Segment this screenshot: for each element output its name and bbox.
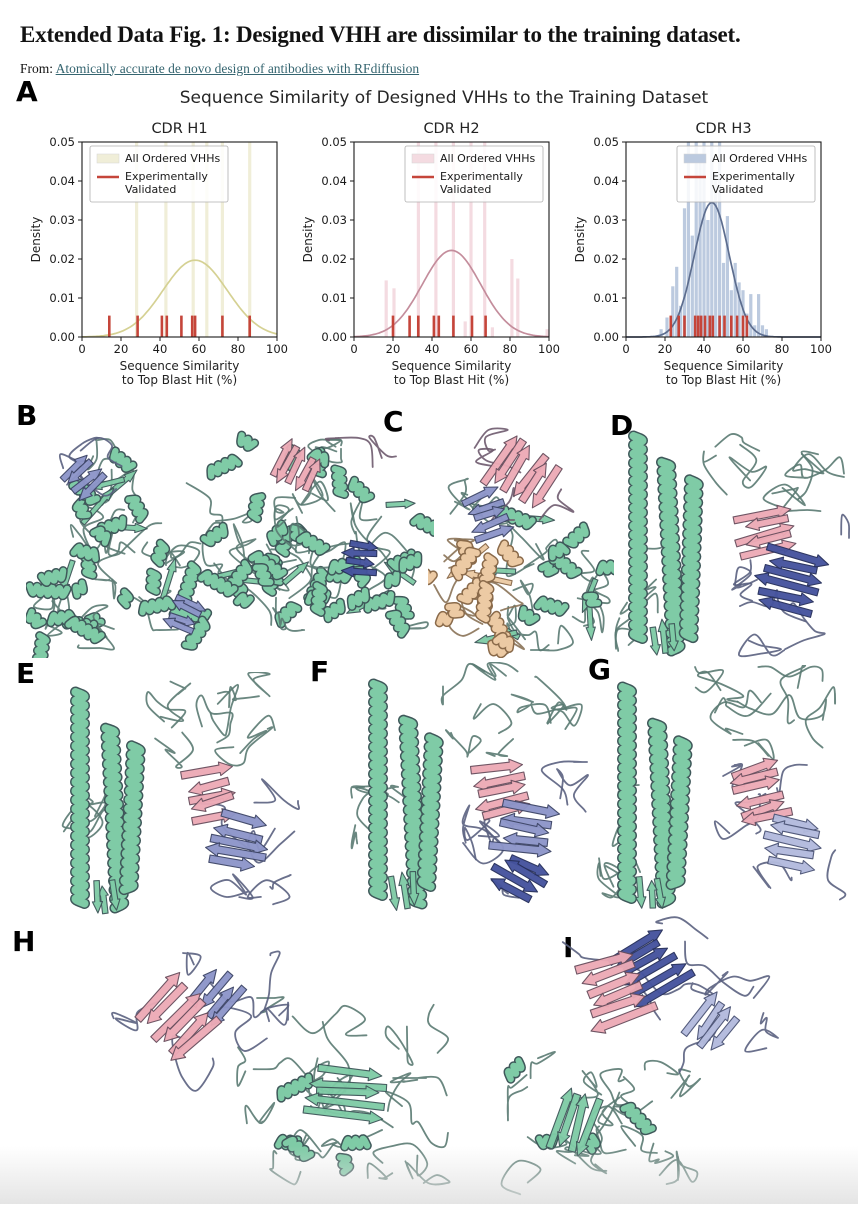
svg-text:100: 100 bbox=[266, 342, 288, 356]
svg-text:0.03: 0.03 bbox=[321, 213, 347, 227]
panel-label-g: G bbox=[588, 653, 611, 686]
structure-panel-d bbox=[614, 420, 854, 667]
svg-text:0.00: 0.00 bbox=[593, 330, 619, 344]
svg-text:60: 60 bbox=[736, 342, 751, 356]
structure-panel-h bbox=[48, 938, 478, 1201]
panel-label-i: I bbox=[563, 931, 574, 964]
panel-label-a: A bbox=[16, 75, 38, 108]
svg-text:Experimentally: Experimentally bbox=[712, 170, 795, 183]
svg-text:60: 60 bbox=[464, 342, 479, 356]
svg-text:Density: Density bbox=[573, 217, 587, 263]
chart-cdr-h3: 0 20 40 60 80 100 0.00 0.01 0.02 0.03 0.04 0.05 CDR … bbox=[570, 118, 846, 396]
svg-text:0.03: 0.03 bbox=[49, 213, 75, 227]
chart-suptitle: Sequence Similarity of Designed VHHs to … bbox=[179, 88, 709, 108]
panel-label-h: H bbox=[12, 925, 36, 958]
chart-cdr-h2: 0 20 40 60 80 100 0.00 0.01 0.02 0.03 0.04 0.05 CDR … bbox=[298, 118, 574, 396]
svg-text:0.00: 0.00 bbox=[321, 330, 347, 344]
structure-panel-f bbox=[348, 661, 593, 925]
svg-text:to Top Blast Hit (%): to Top Blast Hit (%) bbox=[666, 373, 781, 387]
svg-text:All Ordered VHHs: All Ordered VHHs bbox=[712, 152, 807, 165]
panel-label-b: B bbox=[16, 399, 38, 432]
structure-panel-i bbox=[498, 912, 798, 1207]
svg-text:0.05: 0.05 bbox=[321, 135, 347, 149]
svg-text:0: 0 bbox=[350, 342, 357, 356]
svg-text:Sequence Similarity: Sequence Similarity bbox=[392, 359, 512, 373]
svg-text:0.02: 0.02 bbox=[321, 252, 347, 266]
source-article-link[interactable]: Atomically accurate de novo design of an… bbox=[55, 60, 420, 76]
svg-text:CDR H1: CDR H1 bbox=[151, 121, 207, 137]
panel-label-e: E bbox=[16, 657, 36, 690]
svg-text:to Top Blast Hit (%): to Top Blast Hit (%) bbox=[122, 373, 237, 387]
svg-text:All Ordered VHHs: All Ordered VHHs bbox=[125, 152, 220, 165]
svg-text:0.01: 0.01 bbox=[593, 291, 619, 305]
svg-text:0.02: 0.02 bbox=[49, 252, 75, 266]
svg-text:80: 80 bbox=[503, 342, 518, 356]
svg-text:All Ordered VHHs: All Ordered VHHs bbox=[440, 152, 535, 165]
svg-text:Density: Density bbox=[301, 217, 315, 263]
panel-label-d: D bbox=[610, 409, 634, 442]
structure-panel-e bbox=[48, 671, 310, 929]
svg-text:80: 80 bbox=[775, 342, 790, 356]
svg-text:Validated: Validated bbox=[125, 183, 176, 196]
svg-text:0.01: 0.01 bbox=[321, 291, 347, 305]
structure-panel-g bbox=[595, 663, 853, 922]
svg-text:60: 60 bbox=[192, 342, 207, 356]
chart-cdr-h1: 0 20 40 60 80 100 0.00 0.01 0.02 0.03 0.04 0.05 CDR … bbox=[26, 118, 302, 396]
svg-text:Sequence Similarity: Sequence Similarity bbox=[120, 359, 240, 373]
svg-text:0.05: 0.05 bbox=[593, 135, 619, 149]
svg-text:Sequence Similarity: Sequence Similarity bbox=[664, 359, 784, 373]
svg-text:0.00: 0.00 bbox=[49, 330, 75, 344]
svg-text:0: 0 bbox=[622, 342, 629, 356]
svg-text:Validated: Validated bbox=[440, 183, 491, 196]
svg-text:Experimentally: Experimentally bbox=[125, 170, 208, 183]
svg-text:0: 0 bbox=[78, 342, 85, 356]
svg-text:0.05: 0.05 bbox=[49, 135, 75, 149]
svg-text:40: 40 bbox=[425, 342, 440, 356]
svg-text:CDR H3: CDR H3 bbox=[695, 121, 751, 137]
svg-text:Validated: Validated bbox=[712, 183, 763, 196]
svg-text:0.04: 0.04 bbox=[593, 174, 619, 188]
svg-text:to Top Blast Hit (%): to Top Blast Hit (%) bbox=[394, 373, 509, 387]
page-title: Extended Data Fig. 1: Designed VHH are d… bbox=[20, 22, 741, 48]
svg-text:CDR H2: CDR H2 bbox=[423, 121, 479, 137]
svg-text:100: 100 bbox=[810, 342, 832, 356]
structure-panel-c bbox=[401, 420, 635, 663]
source-prefix: From: bbox=[20, 60, 56, 76]
svg-text:100: 100 bbox=[538, 342, 560, 356]
svg-text:0.02: 0.02 bbox=[593, 252, 619, 266]
panel-label-f: F bbox=[310, 655, 330, 688]
svg-text:0.04: 0.04 bbox=[49, 174, 75, 188]
svg-text:0.03: 0.03 bbox=[593, 213, 619, 227]
structure-panel-b bbox=[24, 418, 446, 678]
svg-text:40: 40 bbox=[697, 342, 712, 356]
svg-text:20: 20 bbox=[114, 342, 129, 356]
source-line: From: Atomically accurate de novo design… bbox=[20, 61, 419, 77]
svg-text:0.01: 0.01 bbox=[49, 291, 75, 305]
svg-text:80: 80 bbox=[231, 342, 246, 356]
panel-label-c: C bbox=[383, 405, 404, 438]
svg-text:Experimentally: Experimentally bbox=[440, 170, 523, 183]
svg-text:20: 20 bbox=[386, 342, 401, 356]
svg-text:Density: Density bbox=[29, 217, 43, 263]
svg-text:20: 20 bbox=[658, 342, 673, 356]
svg-text:40: 40 bbox=[153, 342, 168, 356]
svg-text:0.04: 0.04 bbox=[321, 174, 347, 188]
